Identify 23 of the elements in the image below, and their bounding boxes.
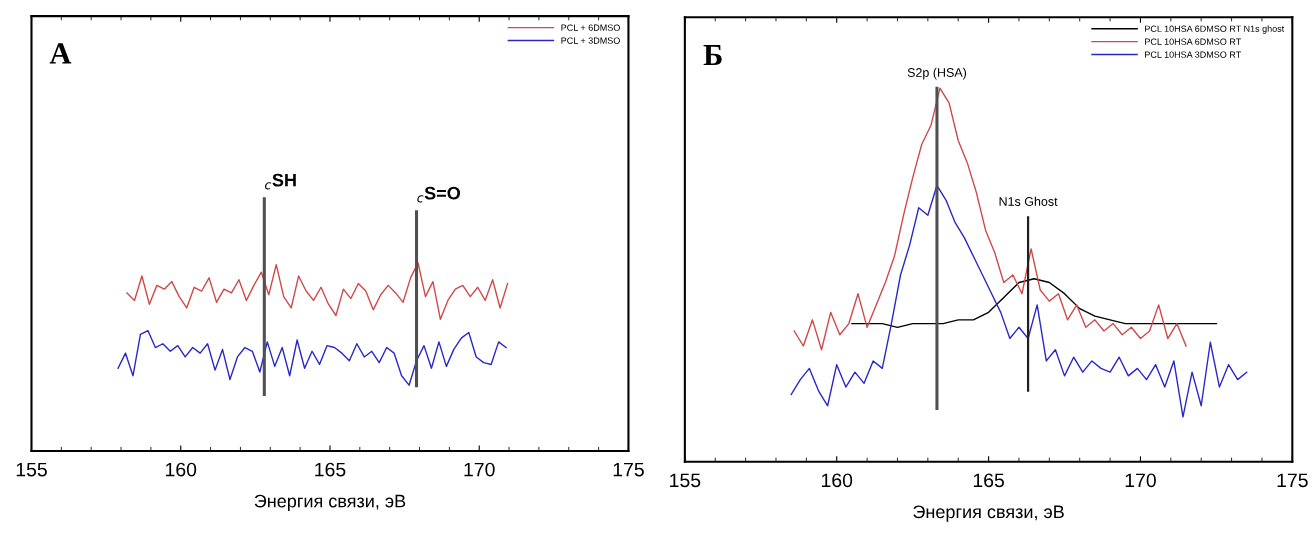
- x-axis-title: Энергия связи, эВ: [254, 494, 406, 512]
- x-tick-label: 165: [973, 473, 1004, 488]
- x-tick-label: 160: [165, 462, 197, 477]
- x-tick-label: 170: [464, 462, 495, 477]
- x-tick-label: 155: [670, 473, 701, 488]
- x-tick-label: 165: [315, 462, 346, 477]
- x-tick-label: 170: [1125, 473, 1156, 488]
- legend-label: PCL 10HSA 6DMSO RT: [1145, 38, 1241, 45]
- x-tick-label: 160: [821, 473, 853, 488]
- text: A: [49, 43, 72, 64]
- legend-label: PCL + 3DMSO: [561, 37, 620, 44]
- x-tick-label: 175: [1277, 473, 1308, 488]
- x-tick-label: 155: [16, 462, 47, 477]
- ref-line-label: $_{c}$S=O: [417, 186, 461, 203]
- x-tick-label: 175: [613, 462, 644, 477]
- legend-label: PCL 10HSA 6DMSO RT N1s ghost: [1145, 25, 1285, 34]
- text: Б: [703, 45, 722, 66]
- x-axis-title: Энергия связи, эВ: [913, 505, 1064, 522]
- ref-line-label: N1s Ghost: [999, 196, 1058, 206]
- ref-line-label: $_{c}$SH: [265, 173, 296, 190]
- legend-label: PCL + 6DMSO: [561, 24, 620, 31]
- legend-label: PCL 10HSA 3DMSO RT: [1145, 51, 1241, 58]
- ref-line-label: S2p (HSA): [907, 67, 967, 80]
